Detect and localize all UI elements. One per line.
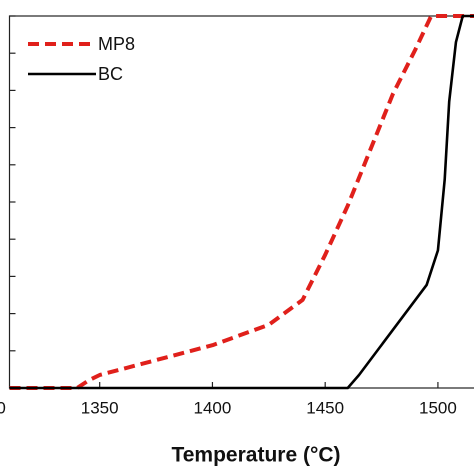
series-line — [9, 14, 474, 390]
x-tick-label: 1450 — [306, 398, 344, 417]
x-axis-title: Temperature (°C) — [171, 444, 340, 467]
series-line — [9, 14, 474, 390]
x-tick-label: 1400 — [194, 398, 232, 417]
x-tick-label: 1300 — [0, 398, 6, 417]
legend-label: BC — [98, 64, 123, 84]
x-tick-label: 1350 — [81, 398, 119, 417]
legend-label: MP8 — [98, 34, 135, 54]
x-tick-label: 1500 — [419, 398, 457, 417]
